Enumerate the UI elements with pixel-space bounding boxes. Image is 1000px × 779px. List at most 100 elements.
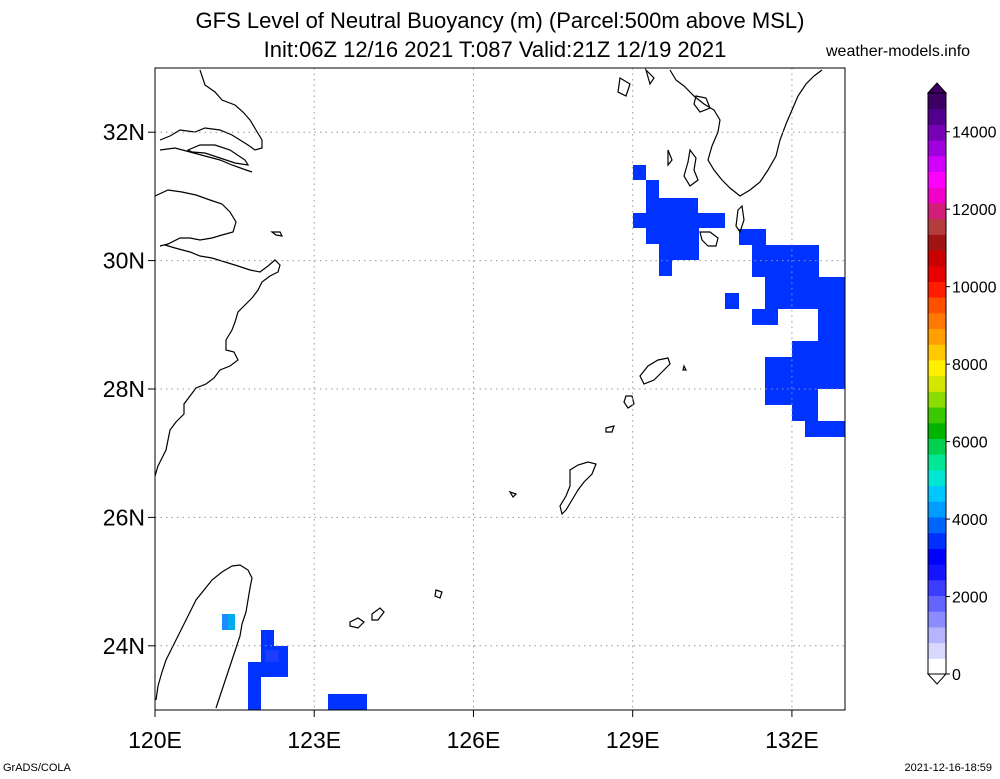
lnb-cell <box>765 357 845 389</box>
colorbar-swatch <box>928 469 946 487</box>
lnb-cell <box>752 309 778 325</box>
colorbar-bottom-arrow <box>926 673 948 685</box>
x-tick-label: 123E <box>287 727 341 753</box>
lnb-cell <box>765 277 845 309</box>
lnb-cell <box>261 630 274 646</box>
colorbar-swatch <box>928 93 946 110</box>
lnb-cell <box>818 309 845 341</box>
colorbar-swatch <box>928 265 946 282</box>
colorbar-swatch <box>928 626 946 644</box>
colorbar-swatch <box>928 658 946 675</box>
grid-lines <box>155 68 845 710</box>
colorbar-label: 4000 <box>952 512 988 529</box>
coastlines <box>155 68 823 709</box>
colorbar-label: 14000 <box>952 125 997 142</box>
lnb-cell <box>248 677 261 710</box>
colorbar-swatch <box>928 234 946 251</box>
colorbar-label: 10000 <box>952 280 997 297</box>
colorbar-swatch <box>928 108 946 125</box>
colorbar-swatch <box>928 124 946 141</box>
colorbar-swatch <box>928 171 946 188</box>
okinawa-coast <box>559 461 597 516</box>
colorbar-label: 6000 <box>952 435 988 452</box>
lnb-cell <box>633 165 646 180</box>
colorbar-swatch <box>928 218 946 235</box>
amami-coast <box>639 357 671 385</box>
colorbar-swatch <box>928 516 946 534</box>
colorbar-swatch <box>928 202 946 220</box>
colorbar-swatch <box>928 548 946 565</box>
colorbar-swatch <box>928 501 946 518</box>
lnb-cell <box>659 244 699 260</box>
colorbar-swatch <box>928 532 946 549</box>
lnb-cell <box>646 180 659 198</box>
lnb-cell <box>328 694 367 710</box>
taiwan-coast <box>155 564 253 709</box>
lnb-cell <box>633 213 725 228</box>
lnb-cell <box>739 229 766 245</box>
colorbar-label: 8000 <box>952 357 988 374</box>
colorbar-swatch <box>928 297 946 314</box>
x-tick-label: 129E <box>606 727 660 753</box>
colorbar-frame <box>927 92 947 675</box>
x-tick-label: 120E <box>128 727 182 753</box>
lnb-cell <box>659 260 672 276</box>
colorbar-swatch <box>928 564 946 581</box>
colorbar-swatch <box>928 642 946 659</box>
x-tick-label: 132E <box>765 727 819 753</box>
china-coast <box>159 69 263 151</box>
y-tick-label: 26N <box>103 504 145 530</box>
colorbar-label: 2000 <box>952 590 988 607</box>
map-title-line2: Init:06Z 12/16 2021 T:087 Valid:21Z 12/1… <box>263 37 727 62</box>
credit-text: weather-models.info <box>826 43 971 60</box>
colorbar-label: 12000 <box>952 202 997 219</box>
lnb-cell-high <box>228 614 235 630</box>
colorbar-swatch <box>928 155 946 173</box>
colorbar-swatch <box>928 281 946 298</box>
colorbar-swatch <box>928 438 946 455</box>
y-tick-label: 32N <box>103 119 145 145</box>
map-frame <box>154 67 846 711</box>
colorbar-swatch <box>928 391 946 408</box>
colorbar-swatch <box>928 611 946 628</box>
lnb-cell <box>805 421 845 437</box>
lnb-cell <box>646 228 699 244</box>
x-axis: 120E 123E 126E 129E 132E <box>128 710 819 753</box>
x-tick-label: 126E <box>447 727 501 753</box>
lnb-cells <box>222 165 845 710</box>
colorbar-swatch <box>928 422 946 439</box>
colorbar-swatch <box>928 328 946 345</box>
footer-timestamp: 2021-12-16-18:59 <box>904 762 992 774</box>
lnb-cell <box>752 245 819 277</box>
y-tick-label: 30N <box>103 248 145 274</box>
lnb-cell <box>792 341 845 357</box>
colorbar-swatch <box>928 140 946 157</box>
colorbar-swatch <box>928 250 946 267</box>
colorbar: 0 2000 4000 6000 8000 10000 12000 14000 <box>926 82 997 685</box>
lnb-cell <box>265 650 279 662</box>
colorbar-swatch <box>928 485 946 502</box>
y-tick-label: 28N <box>103 376 145 402</box>
colorbar-swatch <box>928 579 946 596</box>
lnb-cell <box>725 293 739 309</box>
y-axis: 24N 26N 28N 30N 32N <box>103 119 155 659</box>
lnb-cell <box>646 198 698 213</box>
lnb-cell <box>765 389 818 405</box>
lnb-cell <box>248 662 288 677</box>
colorbar-swatch <box>928 595 946 612</box>
colorbar-label: 0 <box>952 667 961 684</box>
colorbar-swatch <box>928 359 946 377</box>
colorbar-swatch <box>928 344 946 361</box>
colorbar-top-arrow <box>926 82 948 94</box>
colorbar-swatch <box>928 454 946 471</box>
colorbar-swatch <box>928 187 946 204</box>
footer-software: GrADS/COLA <box>3 762 71 774</box>
colorbar-swatch <box>928 375 946 392</box>
lnb-cell <box>792 405 818 421</box>
colorbar-swatch <box>928 407 946 424</box>
y-tick-label: 24N <box>103 633 145 659</box>
kyushu-coast <box>669 69 823 197</box>
map-title-line1: GFS Level of Neutral Buoyancy (m) (Parce… <box>195 8 805 33</box>
colorbar-swatch <box>928 312 946 330</box>
